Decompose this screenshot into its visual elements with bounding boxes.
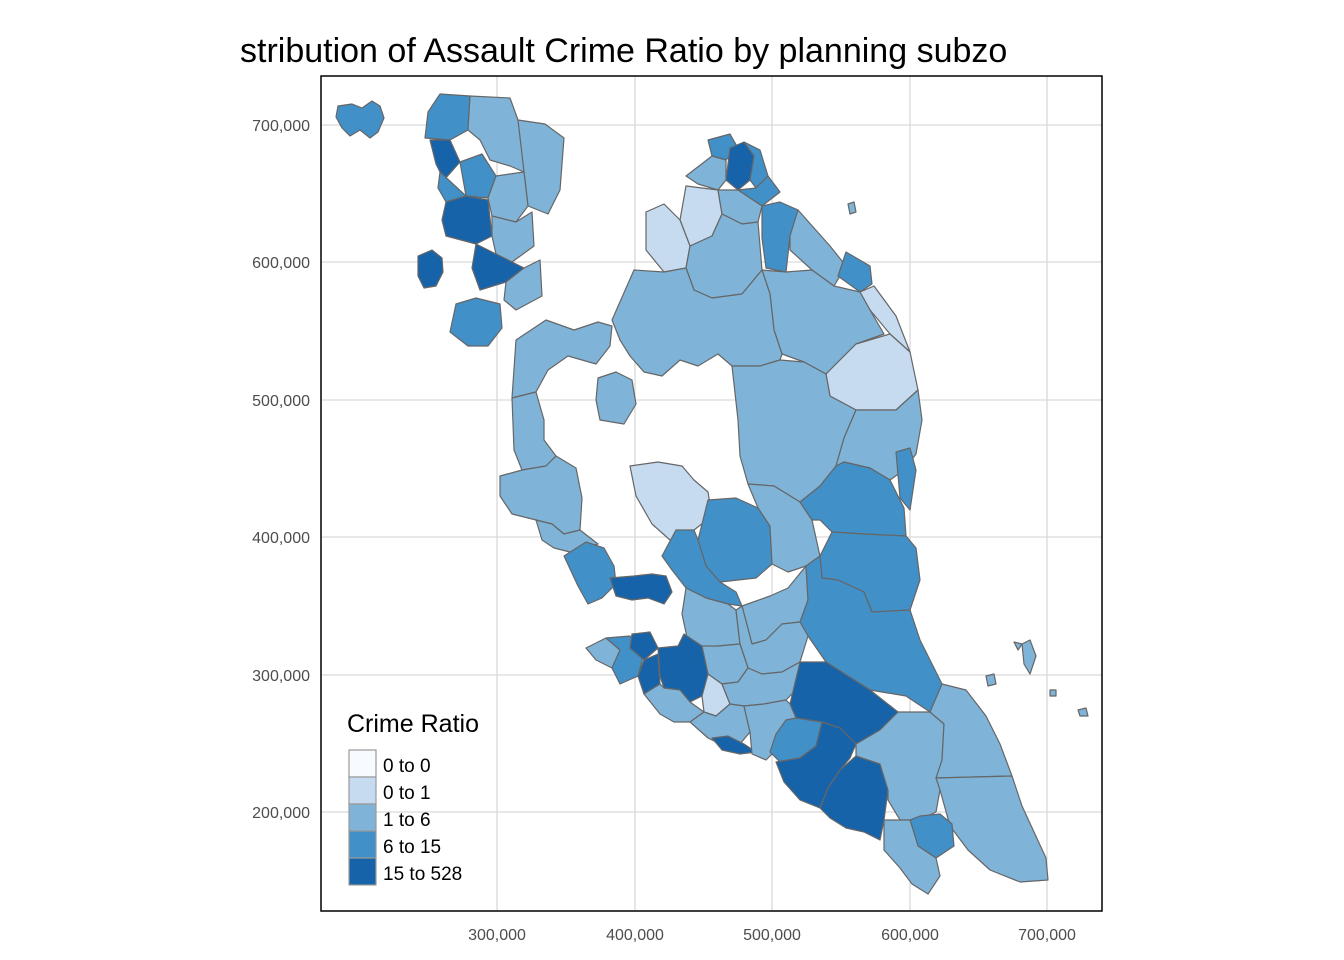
legend-item: 15 to 528 <box>348 857 462 886</box>
legend-swatch <box>348 776 377 805</box>
legend-label: 15 to 528 <box>383 864 462 885</box>
map-region <box>429 139 461 181</box>
y-tick-label: 700,000 <box>252 118 310 135</box>
legend-swatch <box>348 803 377 832</box>
legend-title: Crime Ratio <box>347 710 479 738</box>
x-axis: 300,000 400,000 500,000 600,000 700,000 <box>468 927 1076 944</box>
map-region <box>335 100 385 139</box>
map-region <box>609 573 673 605</box>
legend-item: 6 to 15 <box>348 830 441 859</box>
y-tick-label: 600,000 <box>252 255 310 272</box>
legend-label: 6 to 15 <box>383 837 441 858</box>
y-tick-label: 300,000 <box>252 668 310 685</box>
x-tick-label: 700,000 <box>1018 927 1076 944</box>
map-region <box>503 259 543 311</box>
map-region <box>761 201 799 273</box>
x-tick-label: 300,000 <box>468 927 526 944</box>
legend-label: 1 to 6 <box>383 810 431 831</box>
map-region <box>895 447 917 511</box>
legend: Crime Ratio 0 to 0 0 to 1 1 to 6 6 to 15… <box>347 710 479 886</box>
legend-item: 0 to 0 <box>348 749 431 778</box>
map-region <box>1077 707 1089 717</box>
map-region <box>1021 639 1037 675</box>
y-tick-label: 400,000 <box>252 530 310 547</box>
map-regions <box>335 93 1089 895</box>
map-region <box>417 249 444 289</box>
plot-frame <box>320 75 1103 912</box>
map-title: stribution of Assault Crime Ratio by pla… <box>240 32 1007 70</box>
legend-item: 1 to 6 <box>348 803 431 832</box>
y-axis: 700,000 600,000 500,000 400,000 300,000 … <box>252 118 310 822</box>
map-region <box>929 683 1013 779</box>
map-region <box>467 95 529 173</box>
map-region <box>847 201 857 215</box>
map-region <box>1013 641 1023 651</box>
legend-swatch <box>348 857 377 886</box>
map-region <box>643 683 705 723</box>
x-tick-label: 400,000 <box>606 927 664 944</box>
map-region <box>629 631 659 661</box>
map-region <box>799 461 907 537</box>
map-region <box>685 155 727 191</box>
legend-label: 0 to 0 <box>383 756 431 777</box>
x-tick-label: 600,000 <box>881 927 939 944</box>
map-region <box>491 211 535 263</box>
map-region <box>883 819 941 895</box>
legend-swatch <box>348 749 377 778</box>
map-region <box>441 195 493 245</box>
map-region <box>935 775 1049 883</box>
legend-swatch <box>348 830 377 859</box>
map-region <box>985 673 997 687</box>
map-region <box>595 371 637 425</box>
legend-label: 0 to 1 <box>383 783 431 804</box>
y-tick-label: 500,000 <box>252 393 310 410</box>
y-tick-label: 200,000 <box>252 805 310 822</box>
map-region <box>1049 689 1057 697</box>
x-tick-label: 500,000 <box>743 927 801 944</box>
map-region <box>449 297 503 347</box>
legend-item: 0 to 1 <box>348 776 431 805</box>
map-region <box>837 251 873 293</box>
